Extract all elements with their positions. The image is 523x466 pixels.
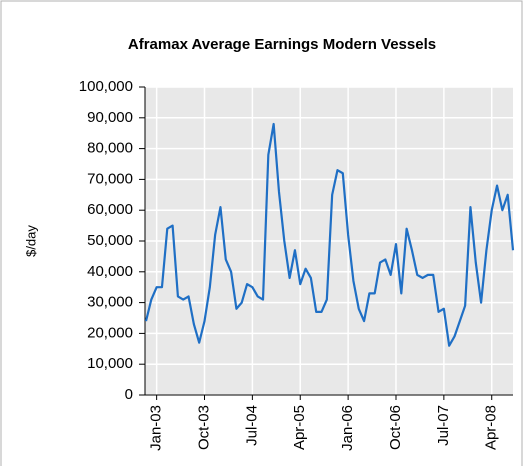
x-tick-label: Oct-06 [387, 405, 404, 450]
y-tick-label: 100,000 [79, 78, 133, 95]
x-tick-label: Jan-03 [148, 405, 165, 451]
y-tick-label: 20,000 [87, 324, 133, 341]
y-tick-label: 90,000 [87, 109, 133, 126]
x-tick-label: Jan-06 [339, 405, 356, 451]
y-tick-label: 10,000 [87, 355, 133, 372]
x-tick-label: Oct-03 [195, 405, 212, 450]
x-tick-label: Apr-05 [291, 405, 308, 450]
y-tick-label: 0 [125, 386, 133, 403]
y-tick-label: 80,000 [87, 140, 133, 157]
y-tick-label: 50,000 [87, 232, 133, 249]
data-line [144, 122, 515, 347]
x-tick-label: Jul-07 [435, 405, 452, 446]
y-tick-label: 30,000 [87, 294, 133, 311]
y-axis-label: $/day [23, 225, 38, 257]
x-tick-label: Apr-08 [483, 405, 500, 450]
y-tick-label: 70,000 [87, 170, 133, 187]
chart-title: Aframax Average Earnings Modern Vessels [128, 36, 436, 53]
x-tick-label: Jul-04 [243, 405, 260, 446]
y-tick-label: 60,000 [87, 201, 133, 218]
y-tick-label: 40,000 [87, 263, 133, 280]
